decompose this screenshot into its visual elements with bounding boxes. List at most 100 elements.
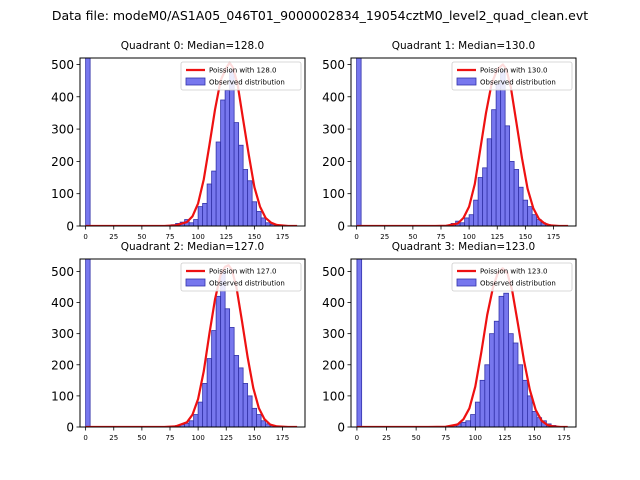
axes-frame — [350, 57, 577, 227]
x-tick-label: 175 — [276, 233, 289, 241]
histogram-bar — [473, 199, 479, 226]
y-tick-label: 0 — [337, 220, 345, 234]
histogram-bar — [500, 70, 506, 226]
histogram-bar — [474, 401, 481, 427]
y-tick-label: 300 — [51, 327, 74, 341]
x-tick-label: 0 — [355, 434, 359, 442]
chart-panel-2: Quadrant 2: Median=127.0 0 25 50 75 100 125 150… — [51, 241, 306, 442]
histogram-bar — [247, 395, 253, 427]
legend-label: Observed distribution — [480, 280, 556, 288]
histogram-bar — [513, 169, 520, 226]
histogram-bar — [220, 271, 226, 427]
histogram-bar — [531, 411, 538, 427]
y-tick-label: 300 — [51, 123, 74, 137]
legend-bar-swatch — [456, 77, 477, 86]
legend: Poission with 123.0 Observed distribution — [451, 262, 573, 292]
x-tick-label: 75 — [441, 434, 450, 442]
y-tick-label: 0 — [66, 421, 74, 435]
histogram-bar — [233, 122, 240, 226]
legend-bar-swatch — [185, 278, 206, 287]
histogram-bar — [484, 364, 490, 427]
histogram-bar — [468, 214, 475, 226]
x-tick-label: 50 — [408, 233, 417, 241]
x-tick-label: 100 — [462, 233, 475, 241]
x-tick-label: 100 — [191, 434, 204, 442]
legend-bar-swatch — [185, 77, 206, 86]
y-tick-label: 0 — [337, 421, 345, 435]
histogram-bar — [504, 125, 511, 226]
y-tick-label: 100 — [322, 389, 345, 403]
x-tick-label: 75 — [437, 233, 446, 241]
legend: Poission with 127.0 Observed distribution — [180, 262, 302, 292]
x-tick-label: 175 — [557, 434, 570, 442]
plot-area — [85, 58, 298, 226]
histogram-bar — [233, 355, 240, 427]
chart-title: Quadrant 0: Median=128.0 — [121, 40, 264, 52]
histogram-bar — [503, 292, 509, 427]
axes-frame — [79, 57, 306, 227]
chart-title: Quadrant 3: Median=123.0 — [392, 241, 535, 253]
legend-label: Observed distribution — [209, 79, 285, 87]
histogram-bar — [465, 420, 472, 427]
axes-frame — [79, 258, 306, 428]
x-tick-label: 150 — [528, 434, 541, 442]
histogram-bar — [220, 99, 226, 226]
y-tick-label: 0 — [66, 220, 74, 234]
histogram-bar — [215, 295, 222, 427]
histogram-bar — [197, 206, 204, 226]
legend-label: Observed distribution — [209, 280, 285, 288]
histogram-bar — [356, 259, 363, 427]
y-tick-label: 500 — [322, 265, 345, 279]
histogram-bar — [489, 333, 495, 427]
y-tick-label: 500 — [51, 58, 74, 72]
chart-title: Quadrant 2: Median=127.0 — [121, 241, 264, 253]
histogram-bar — [531, 214, 538, 226]
legend-label: Observed distribution — [480, 79, 556, 87]
histogram-bar — [470, 414, 476, 427]
y-tick-label: 500 — [322, 58, 345, 72]
y-tick-label: 300 — [322, 327, 345, 341]
y-tick-label: 200 — [51, 155, 74, 169]
histogram-bar — [512, 342, 519, 427]
chart-panel-1: Quadrant 1: Median=130.0 0 25 50 75 100 125 150… — [322, 40, 577, 241]
figure-title: Data file: modeM0/AS1A05_046T01_90000028… — [52, 8, 588, 23]
histogram-bar — [464, 217, 470, 226]
y-tick-label: 400 — [51, 90, 74, 104]
x-tick-label: 125 — [220, 434, 233, 442]
legend-box — [180, 262, 302, 292]
y-tick-label: 100 — [322, 187, 345, 201]
x-tick-label: 150 — [519, 233, 532, 241]
histogram-bar — [527, 395, 533, 427]
histogram-bar — [486, 138, 493, 226]
x-tick-label: 50 — [137, 233, 146, 241]
histogram-bar — [211, 330, 217, 427]
x-tick-label: 125 — [220, 233, 233, 241]
x-tick-label: 75 — [166, 233, 175, 241]
histogram-bar — [238, 144, 244, 226]
histogram-bar — [479, 379, 486, 427]
legend-bar-swatch — [456, 278, 477, 287]
legend-box — [451, 61, 573, 91]
y-tick-label: 400 — [322, 90, 345, 104]
chart-panel-3: Quadrant 3: Median=123.0 0 25 50 75 100 125 150… — [322, 241, 577, 442]
legend-box — [180, 61, 302, 91]
x-tick-label: 150 — [248, 434, 261, 442]
histogram-bar — [85, 259, 91, 427]
y-tick-label: 200 — [322, 358, 345, 372]
x-tick-label: 50 — [137, 434, 146, 442]
histogram-bar — [498, 295, 505, 427]
histogram-bar — [251, 407, 258, 427]
x-tick-label: 50 — [412, 434, 421, 442]
histogram-bar — [493, 320, 500, 427]
histogram-bar — [522, 199, 529, 226]
chart-panel-0: Quadrant 0: Median=128.0 0 25 50 75 100 125 150… — [51, 40, 306, 241]
histogram-bar — [482, 167, 488, 226]
poisson-curve — [356, 267, 568, 427]
y-tick-label: 400 — [322, 296, 345, 310]
legend: Poission with 128.0 Observed distribution — [180, 61, 302, 91]
x-tick-label: 25 — [380, 233, 389, 241]
x-tick-label: 150 — [248, 233, 261, 241]
histogram-bar — [85, 58, 91, 226]
histogram-bar — [517, 364, 524, 427]
